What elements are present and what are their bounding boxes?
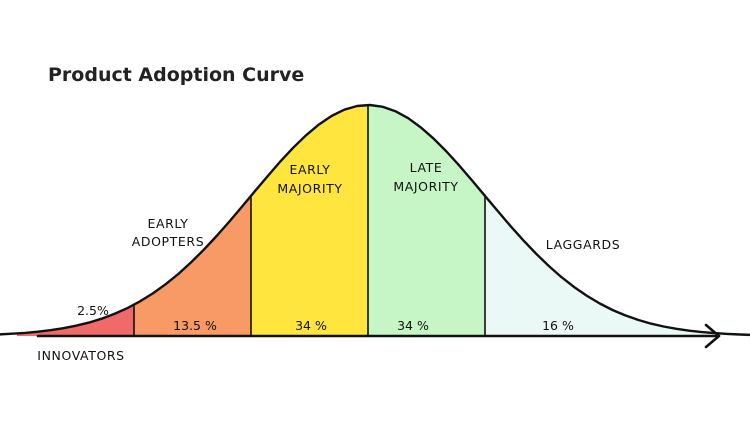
chart-title: Product Adoption Curve xyxy=(48,64,304,86)
value-label-late-majority: 34 % xyxy=(397,318,429,333)
x-axis xyxy=(36,323,721,349)
category-label-early-adopters-line2: ADOPTERS xyxy=(132,234,205,249)
category-label-late-majority-line1: LATE xyxy=(410,160,443,175)
bell-curve-outline xyxy=(0,103,750,337)
value-label-early-majority: 34 % xyxy=(295,318,327,333)
segment-laggards xyxy=(485,195,750,336)
category-label-innovators: INNOVATORS xyxy=(37,348,124,363)
value-label-innovators: 2.5% xyxy=(77,303,109,318)
segment-early-majority xyxy=(251,105,368,336)
segment-innovators xyxy=(17,304,134,336)
value-label-laggards: 16 % xyxy=(542,318,574,333)
segment-labels: 2.5% 13.5 % 34 % 34 % 16 % INNOVATORS EARLY ADO… xyxy=(37,160,621,363)
value-label-early-adopters: 13.5 % xyxy=(173,318,217,333)
category-label-late-majority-line2: MAJORITY xyxy=(393,179,458,194)
category-label-early-majority-line2: MAJORITY xyxy=(277,181,342,196)
segment-late-majority xyxy=(368,105,485,336)
x-axis-arrowhead xyxy=(704,323,721,349)
segment-dividers xyxy=(133,105,486,336)
curve-segments xyxy=(17,105,750,336)
category-label-early-majority-line1: EARLY xyxy=(289,162,330,177)
category-label-early-adopters-line1: EARLY xyxy=(147,216,188,231)
category-label-laggards: LAGGARDS xyxy=(546,237,621,252)
